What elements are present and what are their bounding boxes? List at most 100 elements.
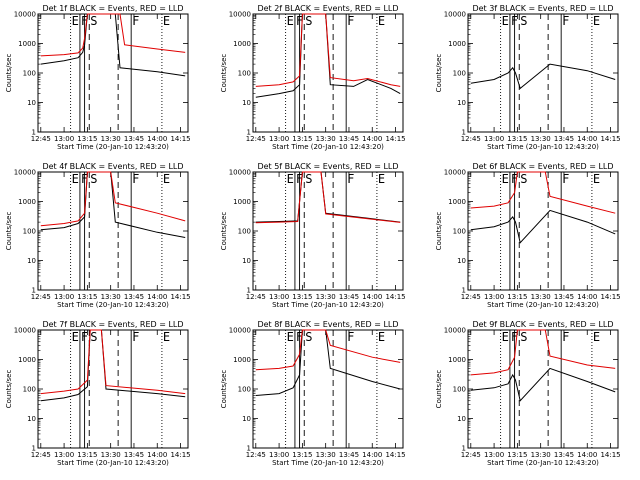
x-axis-label: Start Time (20-Jan-10 12:43:20) — [57, 459, 169, 467]
x-tick-label: 13:30 — [316, 293, 336, 301]
panel-det-8: Det 8f BLACK = Events, RED = LLD 1 10 100 10… — [220, 320, 406, 467]
x-axis-label: Start Time (20-Jan-10 12:43:20) — [272, 143, 384, 151]
x-tick-label: 13:30 — [316, 135, 336, 143]
y-tick-label: 10 — [242, 415, 251, 423]
y-tick-label: 10000 — [14, 327, 36, 335]
x-tick-label: 14:15 — [385, 135, 405, 143]
marker-label: E — [502, 330, 509, 344]
panel-det-2: Det 2f BLACK = Events, RED = LLD 1 10 100 10… — [220, 4, 406, 151]
x-tick-label: 12:45 — [461, 451, 481, 459]
marker-label: S — [305, 172, 312, 186]
x-tick-label: 14:00 — [147, 451, 167, 459]
y-axis-label: Counts/sec — [220, 54, 228, 93]
series-lld-line — [255, 171, 401, 224]
x-axis-label: Start Time (20-Jan-10 12:43:20) — [487, 143, 599, 151]
x-tick-label: 12:45 — [31, 135, 51, 143]
marker-label: E — [72, 330, 79, 344]
series-lld-line — [40, 171, 186, 227]
y-axis-label: Counts/sec — [435, 54, 443, 93]
x-tick-label: 13:30 — [531, 451, 551, 459]
panel-title: Det 4f BLACK = Events, RED = LLD — [42, 162, 183, 171]
marker-label: S — [305, 330, 312, 344]
marker-label: E — [287, 172, 294, 186]
series-lld-line — [255, 13, 401, 87]
y-tick-label: 100 — [453, 70, 466, 78]
y-axis-label: Counts/sec — [5, 370, 13, 409]
y-tick-label: 1000 — [18, 356, 36, 364]
marker-label: F — [347, 330, 354, 344]
plot-frame — [252, 13, 404, 133]
y-tick-label: 1000 — [18, 40, 36, 48]
x-tick-label: 13:00 — [269, 451, 289, 459]
y-tick-label: 10000 — [444, 169, 466, 177]
y-tick-label: 1000 — [233, 356, 251, 364]
marker-label: S — [90, 172, 97, 186]
panel-det-4: Det 4f BLACK = Events, RED = LLD 1 10 100 10… — [5, 162, 191, 309]
panel-det-3: Det 3f BLACK = Events, RED = LLD 1 10 100 10… — [435, 4, 621, 151]
marker-label: F — [132, 172, 139, 186]
y-tick-label: 10 — [27, 415, 36, 423]
series-lld-line — [255, 329, 401, 371]
series-events-line — [470, 63, 616, 90]
y-tick-label: 10000 — [444, 327, 466, 335]
x-tick-label: 12:45 — [461, 293, 481, 301]
x-tick-label: 13:15 — [507, 451, 527, 459]
y-tick-label: 1000 — [233, 198, 251, 206]
marker-label: E — [378, 14, 385, 28]
x-axis-label: Start Time (20-Jan-10 12:43:20) — [57, 301, 169, 309]
y-tick-label: 1000 — [18, 198, 36, 206]
marker-label: F — [562, 14, 569, 28]
x-tick-label: 12:45 — [31, 451, 51, 459]
y-tick-label: 10000 — [229, 169, 251, 177]
marker-label: E — [163, 172, 170, 186]
y-tick-label: 100 — [453, 386, 466, 394]
x-tick-label: 13:30 — [101, 135, 121, 143]
x-tick-label: 13:45 — [554, 451, 574, 459]
marker-label: E — [287, 14, 294, 28]
x-tick-label: 14:15 — [170, 135, 190, 143]
y-tick-label: 10 — [457, 257, 466, 265]
x-tick-label: 13:15 — [292, 451, 312, 459]
panel-title: Det 9f BLACK = Events, RED = LLD — [472, 320, 613, 329]
x-tick-label: 14:00 — [362, 451, 382, 459]
x-tick-label: 13:15 — [292, 135, 312, 143]
series-lld-line — [470, 329, 616, 376]
x-tick-label: 14:15 — [600, 135, 620, 143]
x-tick-label: 14:00 — [362, 293, 382, 301]
y-tick-label: 10000 — [229, 327, 251, 335]
x-tick-label: 14:00 — [577, 135, 597, 143]
y-tick-label: 10 — [457, 99, 466, 107]
y-axis-label: Counts/sec — [435, 212, 443, 251]
y-tick-label: 100 — [453, 228, 466, 236]
x-tick-label: 13:45 — [339, 135, 359, 143]
marker-label: S — [90, 330, 97, 344]
y-axis-label: Counts/sec — [220, 212, 228, 251]
plot-frame — [467, 171, 619, 291]
x-tick-label: 12:45 — [246, 135, 266, 143]
marker-label: F — [132, 14, 139, 28]
y-tick-label: 1000 — [448, 198, 466, 206]
panel-title: Det 3f BLACK = Events, RED = LLD — [472, 4, 613, 13]
marker-label: E — [378, 172, 385, 186]
y-tick-label: 100 — [23, 386, 36, 394]
marker-label: E — [593, 172, 600, 186]
marker-label: S — [520, 172, 527, 186]
y-tick-label: 1 — [32, 287, 36, 295]
x-tick-label: 13:30 — [531, 135, 551, 143]
panel-title: Det 2f BLACK = Events, RED = LLD — [257, 4, 398, 13]
series-events-line — [470, 367, 616, 402]
x-tick-label: 14:15 — [385, 293, 405, 301]
series-lld-line — [470, 171, 616, 214]
panel-title: Det 7f BLACK = Events, RED = LLD — [42, 320, 183, 329]
x-axis-label: Start Time (20-Jan-10 12:43:20) — [272, 459, 384, 467]
marker-label: S — [520, 14, 527, 28]
x-tick-label: 13:00 — [269, 135, 289, 143]
panel-title: Det 1f BLACK = Events, RED = LLD — [42, 4, 183, 13]
marker-label: E — [502, 14, 509, 28]
y-tick-label: 10 — [27, 99, 36, 107]
x-tick-label: 13:45 — [339, 451, 359, 459]
marker-label: F — [562, 330, 569, 344]
y-tick-label: 1 — [247, 129, 251, 137]
panel-det-6: Det 6f BLACK = Events, RED = LLD 1 10 100 10… — [435, 162, 621, 309]
